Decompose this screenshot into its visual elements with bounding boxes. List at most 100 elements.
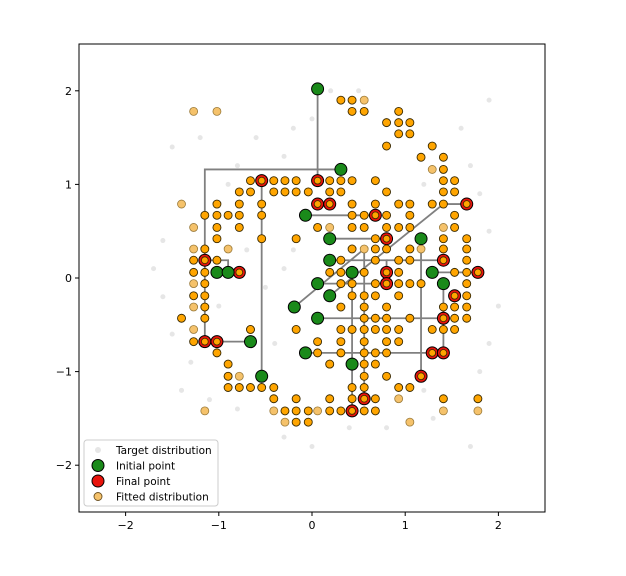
x-tick-label: −1 — [211, 519, 227, 532]
initial-point — [311, 82, 325, 96]
fitted-point — [336, 406, 346, 416]
fitted-point — [462, 313, 472, 323]
fitted-point — [382, 337, 392, 347]
fitted-point — [382, 325, 392, 334]
target-point — [281, 434, 287, 440]
final-point — [357, 392, 371, 406]
final-point-inner — [382, 234, 391, 243]
fitted-point — [450, 210, 460, 220]
fitted-point — [370, 325, 380, 334]
fitted-point — [370, 348, 380, 358]
fitted-point — [394, 291, 404, 301]
fitted-point — [394, 337, 404, 347]
y-tick-label: 0 — [65, 272, 72, 285]
final-point — [425, 346, 439, 360]
initial-point — [345, 265, 359, 279]
fitted-point — [269, 187, 279, 197]
fitted-point — [234, 210, 244, 220]
fitted-point-light — [189, 223, 199, 232]
legend: Target distribution Initial point Final po… — [83, 439, 219, 507]
fitted-point — [394, 279, 404, 289]
fitted-point — [212, 255, 222, 265]
fitted-point — [336, 187, 346, 197]
fitted-point-light — [359, 95, 369, 105]
fitted-point — [325, 176, 335, 186]
fitted-point — [370, 176, 380, 186]
target-point — [486, 228, 492, 234]
initial-point — [243, 335, 257, 349]
fitted-point — [280, 187, 290, 197]
fitted-point — [359, 267, 369, 277]
final-point-inner — [417, 372, 425, 381]
fitted-point — [370, 255, 380, 265]
fitted-point — [370, 234, 380, 244]
fitted-point — [313, 348, 323, 358]
final-point — [448, 289, 462, 303]
fitted-point — [200, 313, 210, 323]
fitted-point-light — [359, 244, 369, 254]
fitted-point — [359, 302, 369, 312]
fitted-point — [200, 210, 210, 220]
fitted-point — [370, 359, 380, 369]
fitted-point — [223, 383, 233, 392]
fitted-point — [382, 141, 392, 151]
fitted-point — [370, 244, 380, 254]
final-point-inner — [235, 268, 244, 277]
target-point — [467, 163, 473, 169]
fitted-point — [382, 313, 392, 323]
legend-target-marker — [95, 447, 101, 453]
initial-point — [323, 289, 337, 303]
fitted-point — [359, 371, 369, 381]
y-axis: −2 −1 0 1 2 — [56, 85, 79, 472]
final-point — [368, 208, 382, 222]
initial-point — [414, 232, 428, 246]
fitted-point — [382, 118, 392, 128]
fitted-point — [303, 417, 313, 427]
target-point — [188, 359, 194, 365]
final-point-inner — [439, 314, 448, 323]
fitted-point-light — [234, 371, 244, 381]
fitted-point — [347, 383, 357, 392]
fitted-point — [280, 176, 290, 186]
final-point — [198, 253, 212, 267]
fitted-point — [462, 291, 472, 301]
final-point — [323, 197, 337, 211]
fitted-point — [394, 106, 404, 116]
legend-label: Final point — [116, 476, 170, 488]
fitted-point — [359, 106, 369, 116]
fitted-point — [359, 325, 369, 334]
fitted-point — [405, 118, 415, 128]
initial-point — [334, 162, 348, 176]
initial-point — [425, 265, 439, 279]
fitted-point — [347, 291, 357, 301]
fitted-point-light — [177, 199, 186, 209]
fitted-point — [450, 223, 460, 232]
fitted-point-light — [212, 106, 222, 116]
fitted-point-light — [427, 165, 437, 174]
final-point — [311, 174, 325, 188]
fitted-point — [189, 337, 199, 347]
fitted-point — [473, 394, 483, 404]
fitted-point — [269, 383, 279, 392]
fitted-point — [246, 176, 255, 186]
fitted-point-light — [200, 406, 210, 416]
fitted-point — [269, 394, 279, 404]
target-point — [169, 331, 175, 337]
target-point — [486, 341, 492, 347]
target-point — [430, 415, 436, 421]
target-point — [234, 163, 240, 169]
fitted-point — [313, 337, 323, 347]
fitted-point — [200, 291, 210, 301]
fitted-point — [382, 348, 392, 358]
legend-label: Initial point — [116, 461, 175, 473]
fitted-point — [212, 234, 222, 244]
final-point-inner — [213, 337, 221, 346]
target-point — [272, 341, 278, 347]
fitted-point — [257, 383, 267, 392]
legend-label: Target distribution — [115, 445, 212, 457]
target-point — [244, 247, 250, 253]
final-point — [460, 197, 474, 211]
target-point — [309, 443, 315, 449]
fitted-point — [359, 359, 369, 369]
